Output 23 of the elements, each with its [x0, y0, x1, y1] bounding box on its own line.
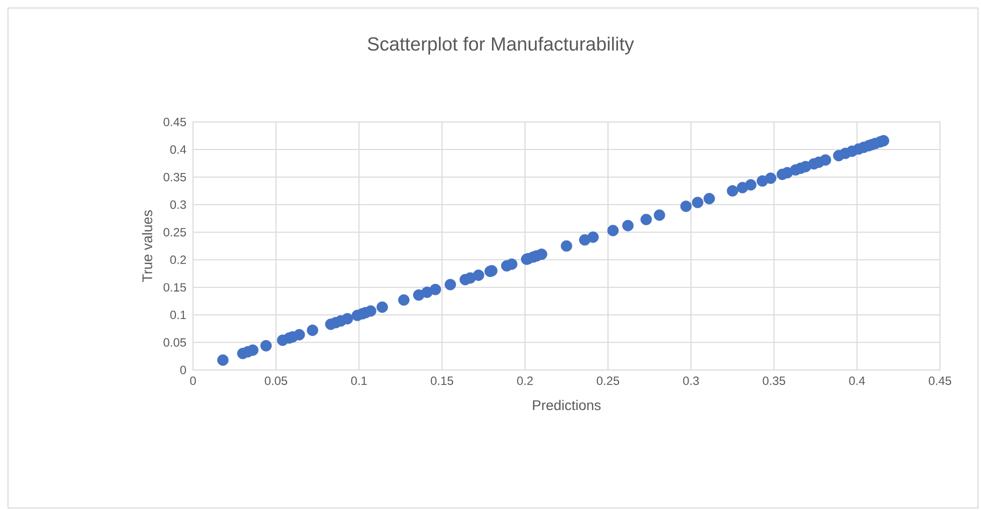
y-tick-label: 0.15 [164, 283, 186, 292]
x-tick-label: 0.4 [849, 376, 865, 386]
x-axis-title: Predictions [533, 400, 601, 410]
y-tick-label: 0.25 [164, 228, 186, 236]
y-tick-label: 0 [180, 366, 186, 374]
x-tick-label: 0.1 [351, 376, 367, 386]
x-tick-label: 0.35 [762, 376, 786, 386]
y-tick-label: 0.2 [170, 256, 186, 264]
x-tick-label: 0.25 [596, 376, 620, 386]
chart-title: Scatterplot for Manufacturability [368, 36, 634, 54]
y-tick-label: 0.35 [164, 172, 186, 182]
x-tick-label: 0.45 [928, 376, 952, 386]
x-tick-label: 0.3 [683, 376, 699, 386]
y-tick-label: 0.45 [164, 118, 186, 126]
y-tick-label: 0.1 [170, 310, 186, 320]
y-tick-label: 0.4 [170, 145, 186, 154]
x-tick-label: 0.15 [430, 376, 454, 386]
x-tick-label: 0 [190, 376, 196, 386]
y-tick-label: 0.05 [164, 338, 186, 347]
x-tick-label: 0.05 [264, 376, 288, 386]
y-axis-title: True values [142, 210, 152, 282]
x-tick-label: 0.2 [517, 376, 533, 386]
y-tick-label: 0.3 [170, 200, 186, 209]
